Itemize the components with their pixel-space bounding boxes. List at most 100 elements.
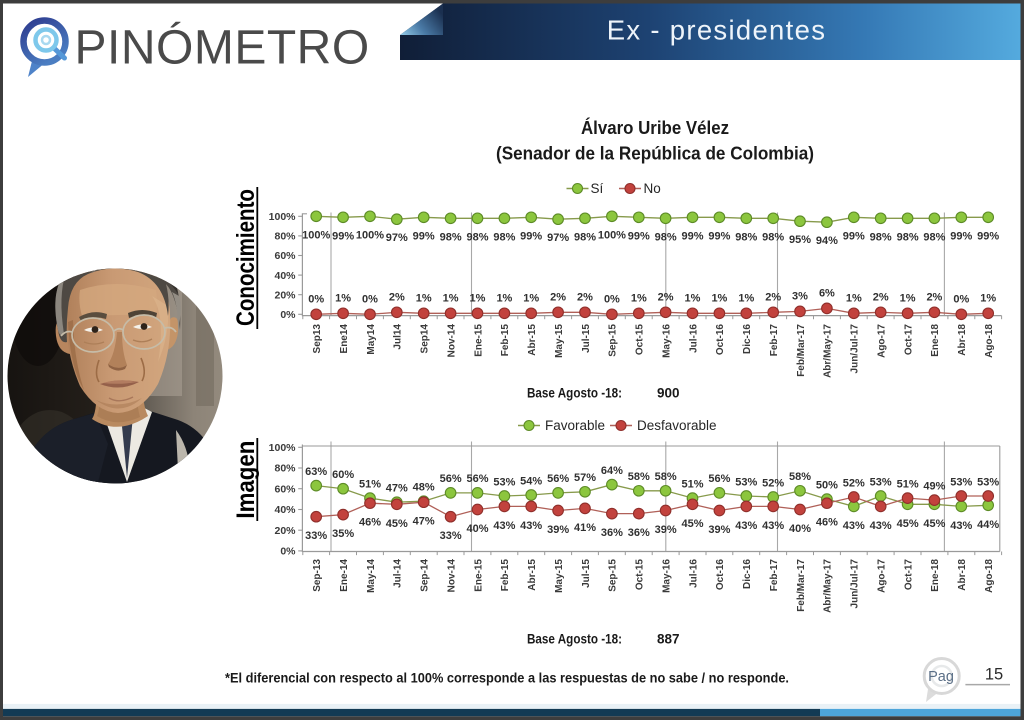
svg-text:May-15: May-15 xyxy=(554,324,565,358)
svg-text:100%: 100% xyxy=(269,211,297,223)
svg-text:51%: 51% xyxy=(359,478,381,490)
svg-text:1%: 1% xyxy=(846,292,862,304)
svg-text:Ene-18: Ene-18 xyxy=(930,324,941,357)
svg-text:No: No xyxy=(644,181,661,196)
svg-text:98%: 98% xyxy=(897,231,919,243)
svg-text:Feb/Mar-17: Feb/Mar-17 xyxy=(796,559,807,612)
svg-text:98%: 98% xyxy=(440,231,462,243)
svg-text:58%: 58% xyxy=(628,471,650,483)
svg-text:98%: 98% xyxy=(493,231,515,243)
svg-text:47%: 47% xyxy=(386,483,408,495)
svg-text:39%: 39% xyxy=(708,524,730,536)
svg-text:53%: 53% xyxy=(950,476,972,488)
svg-text:Feb-17: Feb-17 xyxy=(769,559,780,592)
svg-text:97%: 97% xyxy=(386,232,408,244)
svg-text:98%: 98% xyxy=(574,231,596,243)
svg-text:1%: 1% xyxy=(900,292,916,304)
svg-text:56%: 56% xyxy=(466,473,488,485)
svg-text:99%: 99% xyxy=(708,230,730,242)
svg-text:Ene-15: Ene-15 xyxy=(473,559,484,592)
svg-text:Jul-15: Jul-15 xyxy=(581,559,592,588)
svg-text:43%: 43% xyxy=(870,520,892,532)
svg-text:1%: 1% xyxy=(631,292,647,304)
svg-text:Nov-14: Nov-14 xyxy=(446,324,457,358)
svg-text:Jul-16: Jul-16 xyxy=(688,324,699,353)
svg-text:Abr/May-17: Abr/May-17 xyxy=(823,559,834,613)
svg-text:Sep14: Sep14 xyxy=(420,324,431,354)
svg-text:Álvaro Uribe Vélez: Álvaro Uribe Vélez xyxy=(581,117,729,138)
svg-text:1%: 1% xyxy=(443,292,459,304)
svg-text:46%: 46% xyxy=(359,517,381,529)
svg-text:0%: 0% xyxy=(280,309,296,321)
svg-text:Nov-14: Nov-14 xyxy=(446,559,457,593)
svg-text:36%: 36% xyxy=(628,527,650,539)
svg-text:Dic-16: Dic-16 xyxy=(742,324,753,354)
svg-text:*El diferencial con respecto a: *El diferencial con respecto al 100% cor… xyxy=(225,670,789,686)
svg-text:Jul-15: Jul-15 xyxy=(581,324,592,353)
svg-text:1%: 1% xyxy=(470,292,486,304)
svg-text:40%: 40% xyxy=(274,270,296,282)
svg-text:Ene14: Ene14 xyxy=(339,324,350,354)
svg-text:58%: 58% xyxy=(789,471,811,483)
svg-text:45%: 45% xyxy=(386,518,408,530)
svg-text:99%: 99% xyxy=(977,230,999,242)
svg-text:Oct-15: Oct-15 xyxy=(635,324,646,356)
svg-text:0%: 0% xyxy=(362,293,378,305)
svg-text:100%: 100% xyxy=(598,229,626,241)
svg-text:Abr-15: Abr-15 xyxy=(527,559,538,591)
svg-text:Base Agosto -18:: Base Agosto -18: xyxy=(527,386,622,401)
svg-text:Jun/Jul-17: Jun/Jul-17 xyxy=(850,324,861,374)
svg-text:47%: 47% xyxy=(413,516,435,528)
svg-text:Favorable: Favorable xyxy=(545,418,605,433)
svg-text:43%: 43% xyxy=(493,520,515,532)
svg-text:Oct-17: Oct-17 xyxy=(903,324,914,356)
svg-text:56%: 56% xyxy=(547,473,569,485)
svg-text:1%: 1% xyxy=(738,292,754,304)
svg-text:39%: 39% xyxy=(655,524,677,536)
svg-text:Ago-18: Ago-18 xyxy=(984,324,995,358)
svg-text:Base Agosto -18:: Base Agosto -18: xyxy=(527,632,622,647)
svg-text:1%: 1% xyxy=(685,292,701,304)
svg-text:2%: 2% xyxy=(550,291,566,303)
svg-text:Ago-17: Ago-17 xyxy=(877,559,888,593)
svg-text:97%: 97% xyxy=(547,232,569,244)
svg-text:43%: 43% xyxy=(735,520,757,532)
svg-text:2%: 2% xyxy=(873,291,889,303)
svg-text:0%: 0% xyxy=(280,546,296,558)
svg-text:80%: 80% xyxy=(274,463,296,475)
svg-text:3%: 3% xyxy=(792,290,808,302)
svg-text:Sep-15: Sep-15 xyxy=(608,559,619,592)
svg-text:2%: 2% xyxy=(926,291,942,303)
svg-text:May-16: May-16 xyxy=(661,324,672,358)
svg-text:Abr-18: Abr-18 xyxy=(957,324,968,356)
svg-text:56%: 56% xyxy=(440,473,462,485)
svg-text:99%: 99% xyxy=(520,230,542,242)
svg-text:98%: 98% xyxy=(870,231,892,243)
svg-text:May-16: May-16 xyxy=(661,559,672,593)
svg-text:Desfavorable: Desfavorable xyxy=(637,418,717,433)
svg-text:44%: 44% xyxy=(977,519,999,531)
svg-text:53%: 53% xyxy=(977,476,999,488)
svg-text:1%: 1% xyxy=(711,292,727,304)
svg-text:99%: 99% xyxy=(332,230,354,242)
svg-text:98%: 98% xyxy=(655,231,677,243)
svg-text:15: 15 xyxy=(985,666,1003,684)
svg-text:51%: 51% xyxy=(897,478,919,490)
svg-text:56%: 56% xyxy=(708,473,730,485)
svg-text:50%: 50% xyxy=(816,479,838,491)
svg-text:6%: 6% xyxy=(819,287,835,299)
svg-text:98%: 98% xyxy=(735,231,757,243)
svg-text:46%: 46% xyxy=(816,517,838,529)
svg-text:60%: 60% xyxy=(274,250,296,262)
svg-text:2%: 2% xyxy=(765,291,781,303)
svg-text:Sep-15: Sep-15 xyxy=(608,324,619,357)
svg-text:Jul-16: Jul-16 xyxy=(688,559,699,588)
svg-text:95%: 95% xyxy=(789,234,811,246)
svg-text:63%: 63% xyxy=(305,466,327,478)
svg-text:2%: 2% xyxy=(389,291,405,303)
svg-text:Feb-15: Feb-15 xyxy=(500,559,511,592)
svg-text:May14: May14 xyxy=(366,324,377,355)
svg-text:Oct-16: Oct-16 xyxy=(715,324,726,356)
svg-text:54%: 54% xyxy=(520,475,542,487)
svg-text:Feb/Mar-17: Feb/Mar-17 xyxy=(796,324,807,377)
